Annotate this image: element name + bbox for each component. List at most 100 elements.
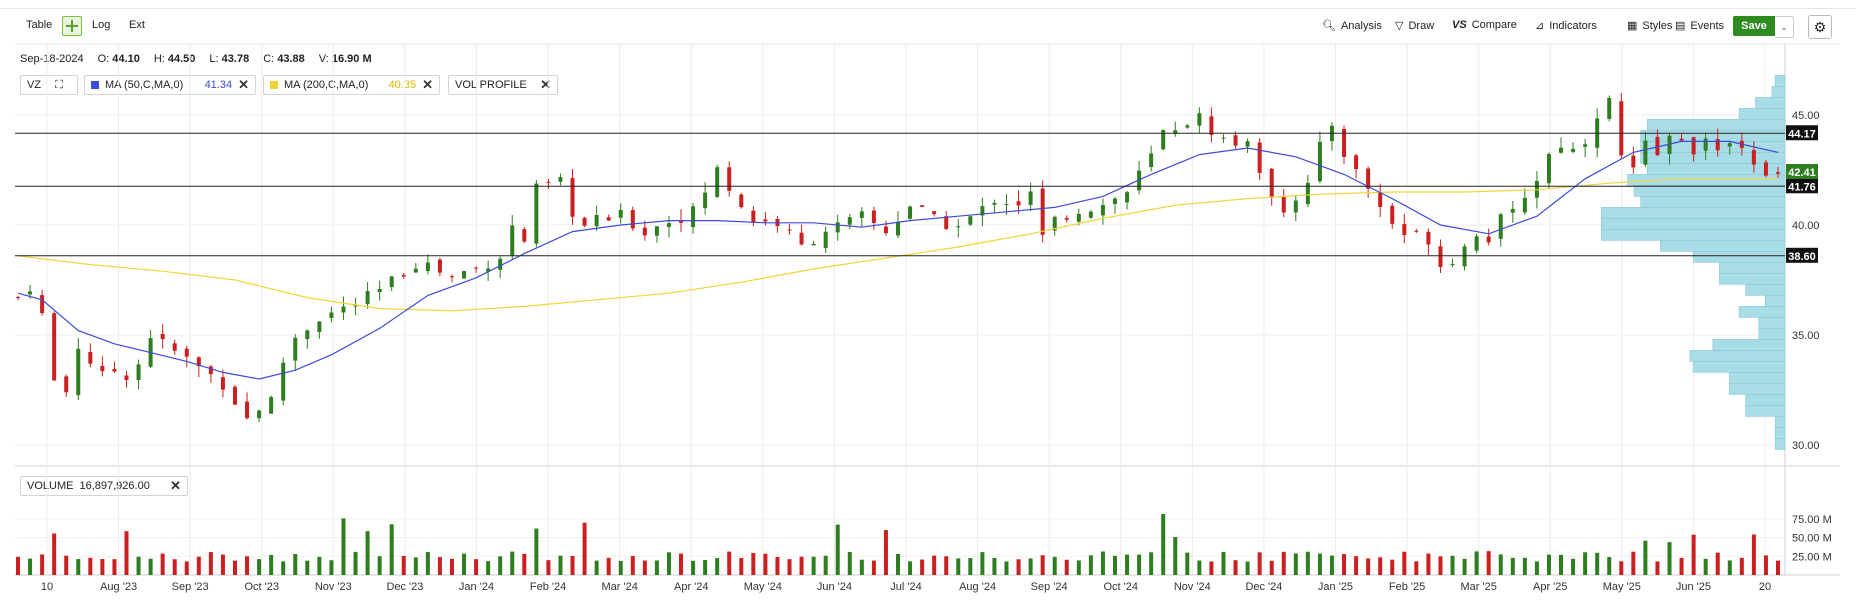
- x-tick-label: Oct '23: [244, 581, 279, 593]
- compare-button[interactable]: VS Compare: [1452, 19, 1517, 31]
- styles-label: Styles: [1642, 19, 1673, 32]
- volume-bar: [1378, 557, 1383, 575]
- volume-bar: [305, 560, 310, 575]
- symbol-label: VZ: [27, 79, 42, 91]
- analysis-button[interactable]: 🔍︎ Analysis: [1322, 19, 1382, 33]
- candle-body: [1305, 182, 1310, 205]
- candle-body: [341, 306, 346, 313]
- candle-body: [124, 375, 129, 381]
- volume-bar: [148, 558, 153, 575]
- candle-body: [787, 229, 792, 231]
- volume-bar: [1486, 551, 1491, 575]
- ma200-value: 40.35: [388, 79, 417, 91]
- candle-body: [1076, 213, 1081, 222]
- volume-tick-label: 75.00 M: [1792, 514, 1832, 526]
- candle-body: [486, 268, 491, 272]
- save-options-dropdown[interactable]: ⌄: [1775, 16, 1794, 38]
- indicator-icon: ⊿: [1535, 20, 1545, 32]
- candle-body: [1510, 208, 1515, 213]
- close-icon[interactable]: ✕: [170, 478, 181, 493]
- volume-bar: [1595, 552, 1600, 575]
- volume-bar: [1643, 540, 1648, 575]
- symbol-pill[interactable]: VZ ⛶: [20, 75, 78, 95]
- log-button[interactable]: Log: [92, 19, 111, 31]
- volume-profile-bar: [1601, 218, 1786, 230]
- volume-bar: [522, 553, 527, 575]
- close-icon[interactable]: ✕: [540, 77, 551, 92]
- volume-bar: [763, 553, 768, 575]
- volume-tick-label: 50.00 M: [1792, 533, 1832, 545]
- candle-body: [112, 368, 117, 372]
- x-tick-label: 20: [1759, 581, 1771, 593]
- volume-bar: [835, 524, 840, 575]
- volume-bar: [88, 557, 93, 575]
- x-tick-label: Feb '25: [1389, 581, 1425, 593]
- close-icon[interactable]: ✕: [422, 77, 433, 92]
- close-icon[interactable]: ✕: [238, 77, 249, 92]
- volprofile-study-pill[interactable]: VOL PROFILE ✕: [448, 75, 558, 95]
- ohlc-volume: V: 16.90 M: [318, 53, 372, 65]
- volume-profile-bar: [1601, 207, 1786, 219]
- ohlc-readout: Sep-18-2024 O: 44.10 H: 44.50 L: 43.78 C…: [20, 53, 372, 65]
- candle-body: [1257, 142, 1262, 173]
- crosshair-toggle-button[interactable]: [62, 16, 82, 36]
- volume-bar: [630, 556, 635, 575]
- volume-study-pill[interactable]: VOLUME 16,897,926.00 ✕: [20, 476, 188, 496]
- volume-bar: [76, 559, 81, 575]
- expand-icon[interactable]: ⛶: [55, 78, 63, 91]
- indicators-button[interactable]: ⊿ Indicators: [1535, 19, 1597, 33]
- volume-bar: [944, 556, 949, 575]
- volume-bar: [136, 556, 141, 575]
- volume-bar: [666, 552, 671, 575]
- volume-profile-bar: [1738, 108, 1786, 120]
- volume-bar: [739, 558, 744, 575]
- volume-bar: [883, 530, 888, 575]
- candle-body: [245, 401, 250, 419]
- volume-bar: [389, 524, 394, 575]
- ma200-study-pill[interactable]: MA (200,C,MA,0) 40.35 ✕: [263, 75, 440, 95]
- volume-bar: [449, 558, 454, 575]
- volume-bar: [160, 553, 165, 575]
- volume-bar: [811, 556, 816, 575]
- ma50-study-pill[interactable]: MA (50,C,MA,0) 41.34 ✕: [84, 75, 256, 95]
- candle-body: [1643, 140, 1648, 165]
- candle-body: [703, 192, 708, 209]
- volume-bar: [1149, 552, 1154, 575]
- candle-body: [365, 291, 370, 305]
- save-button[interactable]: Save: [1733, 16, 1775, 36]
- volume-bar: [1257, 552, 1262, 575]
- volume-bar: [269, 554, 274, 575]
- volume-profile-bar: [1640, 196, 1786, 208]
- ma200-label: MA (200,C,MA,0): [284, 79, 369, 91]
- events-button[interactable]: ▤ Events: [1675, 19, 1724, 33]
- candle-body: [1559, 147, 1564, 153]
- price-level-label: 38.60: [1788, 251, 1816, 263]
- volume-bar: [1426, 553, 1431, 575]
- styles-button[interactable]: ▦ Styles: [1627, 19, 1673, 33]
- ohlc-low: L: 43.78: [209, 53, 250, 65]
- candle-body: [570, 178, 575, 217]
- candle-body: [799, 232, 804, 245]
- volume-bar: [1293, 553, 1298, 575]
- volume-bar: [920, 559, 925, 575]
- candle-body: [1776, 172, 1780, 174]
- candle-body: [908, 206, 913, 219]
- volume-bar: [317, 556, 322, 575]
- candle-body: [1052, 216, 1057, 231]
- draw-button[interactable]: ▽ Draw: [1395, 19, 1434, 33]
- x-tick-label: Jan '25: [1318, 581, 1353, 593]
- candle-body: [16, 297, 20, 299]
- settings-button[interactable]: ⚙: [1808, 15, 1832, 39]
- volume-bar: [341, 518, 346, 575]
- candle-body: [437, 259, 442, 273]
- volume-bar: [1233, 560, 1238, 575]
- x-tick-label: Mar '25: [1460, 581, 1496, 593]
- candle-body: [64, 376, 69, 393]
- table-button[interactable]: Table: [26, 19, 53, 31]
- ext-button[interactable]: Ext: [129, 19, 145, 31]
- volume-bar: [1100, 551, 1105, 575]
- candle-body: [281, 362, 286, 401]
- volume-bar: [1197, 560, 1202, 575]
- candle-body: [1161, 129, 1166, 150]
